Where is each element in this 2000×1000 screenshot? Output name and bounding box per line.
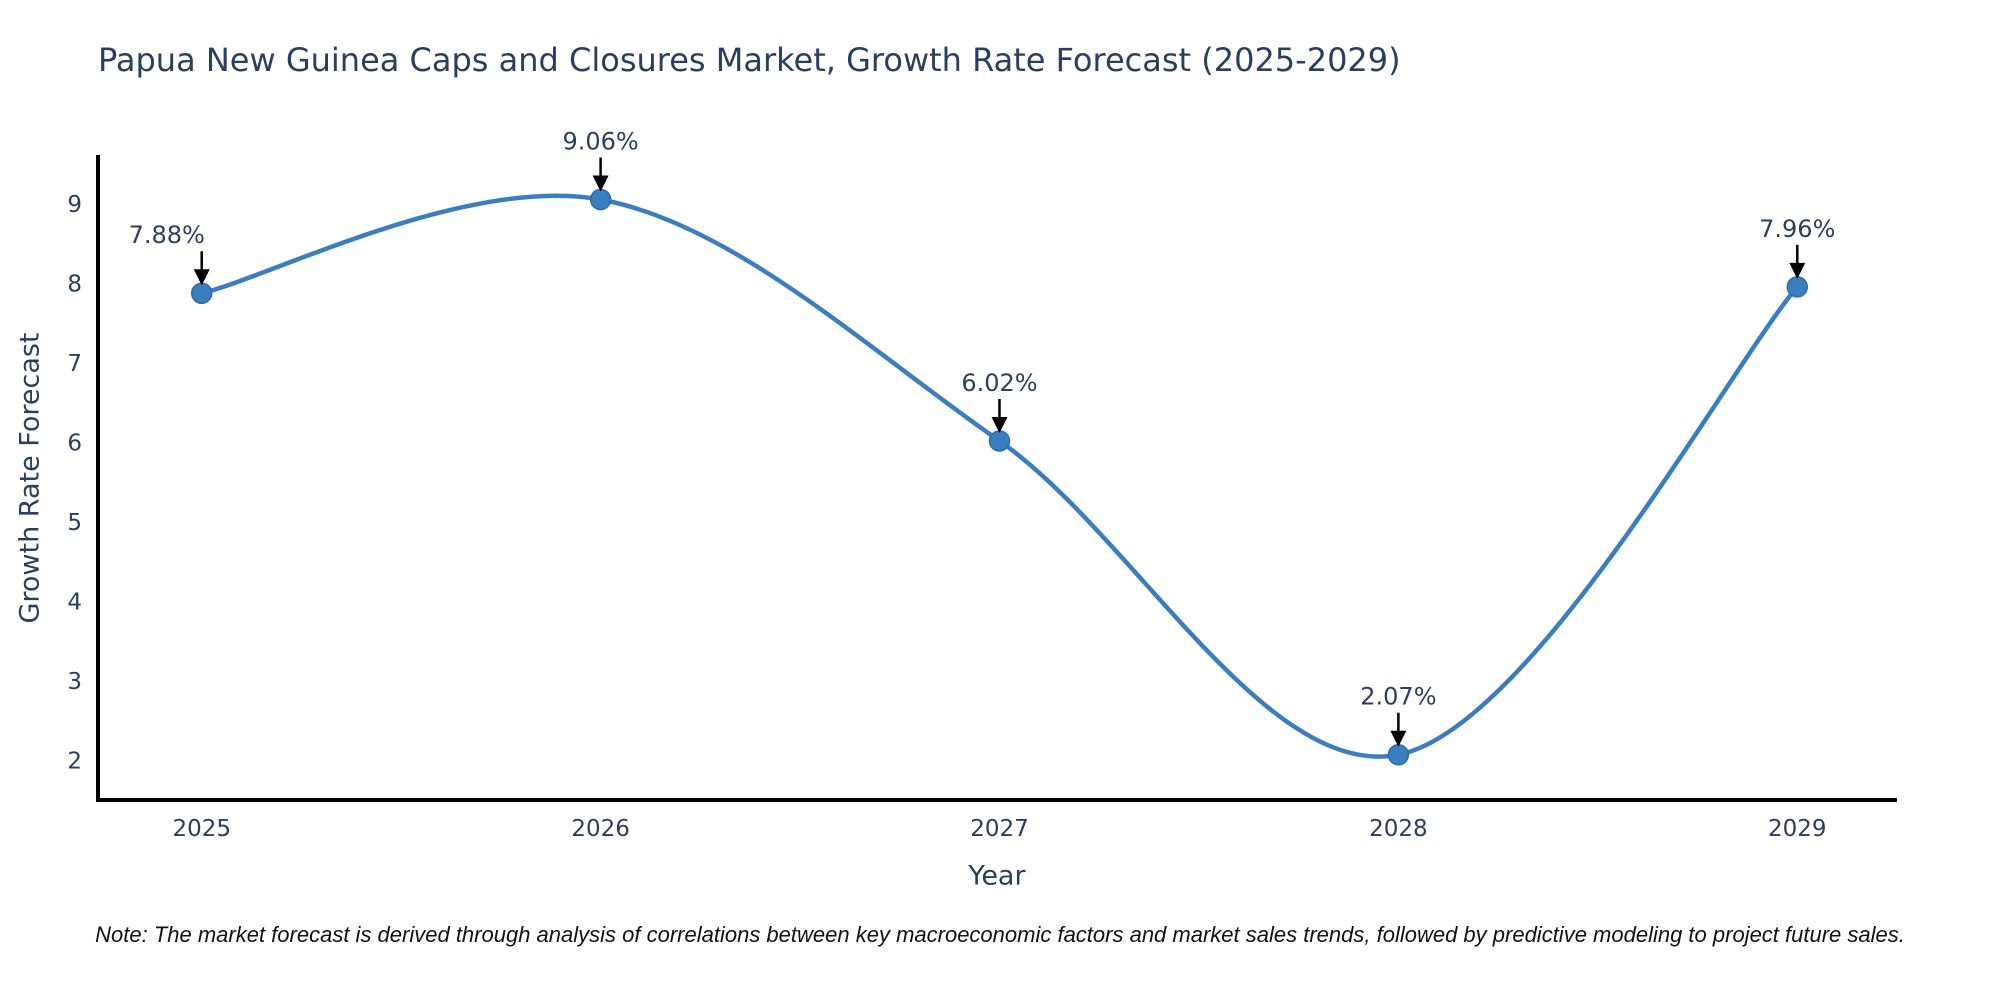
annotation-label: 6.02% <box>961 369 1037 397</box>
x-tick-label: 2029 <box>1768 816 1827 842</box>
data-point-marker[interactable] <box>1786 276 1809 298</box>
data-point-marker[interactable] <box>1387 743 1410 766</box>
annotation-arrowhead-icon <box>592 175 609 192</box>
x-tick-label: 2028 <box>1369 816 1428 842</box>
chart-title: Papua New Guinea Caps and Closures Marke… <box>98 41 1401 79</box>
annotation-label: 2.07% <box>1360 683 1436 711</box>
y-tick-label: 8 <box>67 272 82 298</box>
point-annotation: 6.02% <box>961 369 1038 433</box>
point-annotation: 2.07% <box>1360 683 1437 747</box>
annotation-arrowhead-icon <box>1390 730 1407 747</box>
annotation-arrowhead-icon <box>1789 262 1806 279</box>
y-tick-label: 7 <box>67 351 82 377</box>
annotation-label: 7.96% <box>1759 215 1835 243</box>
y-tick-label: 3 <box>67 669 82 695</box>
x-tick-label: 2026 <box>571 816 630 842</box>
footnote: Note: The market forecast is derived thr… <box>95 922 1905 947</box>
annotation-label: 7.88% <box>129 221 205 249</box>
y-tick-label: 2 <box>67 748 82 774</box>
y-tick-label: 6 <box>67 431 82 457</box>
y-tick-label: 9 <box>67 192 82 218</box>
point-annotation: 7.88% <box>129 221 210 286</box>
x-tick-label: 2025 <box>172 816 231 842</box>
x-axis-label: Year <box>968 860 1026 892</box>
point-annotation: 9.06% <box>562 127 639 192</box>
point-annotation: 7.96% <box>1759 215 1835 279</box>
forecast-line <box>199 193 1800 759</box>
annotation-label: 9.06% <box>562 127 638 155</box>
annotation-arrowhead-icon <box>193 269 210 286</box>
y-tick-label: 5 <box>67 510 82 536</box>
y-tick-label: 4 <box>67 589 82 615</box>
data-point-marker[interactable] <box>190 282 213 304</box>
data-point-marker[interactable] <box>589 188 612 211</box>
x-tick-label: 2027 <box>970 816 1029 842</box>
data-point-marker[interactable] <box>988 430 1011 452</box>
annotation-arrowhead-icon <box>991 416 1008 433</box>
